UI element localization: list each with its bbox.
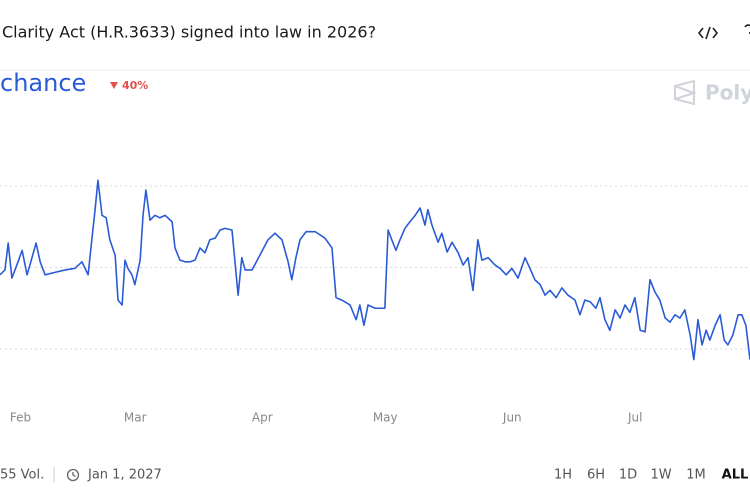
chance-label: chance	[0, 69, 86, 97]
watermark: Polymarket	[705, 81, 750, 105]
range-button[interactable]: ALL	[722, 468, 749, 483]
range-button[interactable]: 1M	[686, 468, 706, 483]
x-tick-label: Jul	[627, 411, 642, 425]
clock-icon	[66, 468, 80, 482]
share-icon[interactable]	[744, 24, 750, 34]
range-button[interactable]: 1W	[650, 468, 671, 483]
code-icon[interactable]	[697, 26, 719, 40]
x-tick-label: Apr	[252, 411, 273, 425]
down-arrow	[110, 82, 118, 89]
plot: Feb Mar Apr May Jun Jul	[0, 179, 750, 425]
watermark-logo	[674, 79, 698, 106]
series-line	[0, 179, 750, 361]
change: 40%	[122, 79, 148, 92]
range-button[interactable]: 1D	[619, 468, 637, 483]
x-tick-label: Mar	[124, 411, 147, 425]
market-title: Clarity Act (H.R.3633) signed into law i…	[2, 23, 376, 42]
range-buttons: 1H 6H 1D 1W 1M ALL	[554, 468, 748, 483]
volume: 55 Vol.	[0, 468, 44, 483]
x-tick-label: Feb	[10, 411, 31, 425]
x-tick-label: Jun	[502, 411, 522, 425]
range-button[interactable]: 1H	[554, 468, 572, 483]
end-date: Jan 1, 2027	[87, 468, 162, 483]
x-tick-label: May	[373, 411, 398, 425]
embed-icon[interactable]	[697, 24, 750, 40]
range-button[interactable]: 6H	[587, 468, 605, 483]
